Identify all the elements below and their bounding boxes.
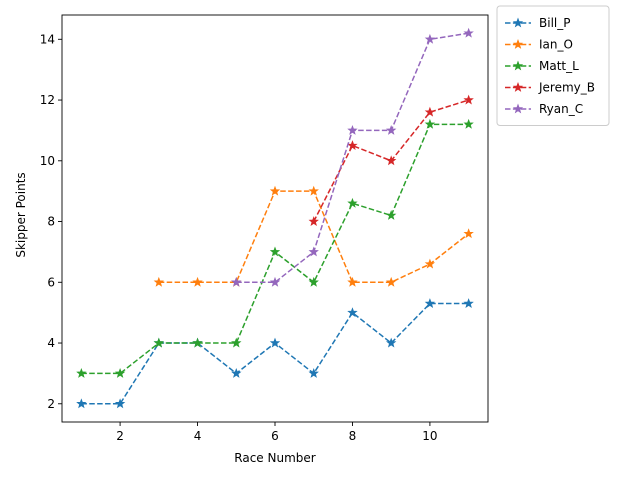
legend-label-Bill_P: Bill_P xyxy=(539,16,570,30)
data-point-Bill_P-1 xyxy=(76,398,87,409)
legend-marker-Jeremy_B xyxy=(512,82,524,92)
data-point-Ryan_C-2 xyxy=(269,276,281,287)
data-point-Jeremy_B-3 xyxy=(385,155,397,166)
x-tick-label: 2 xyxy=(116,429,124,443)
legend-frame xyxy=(496,5,610,126)
series-line-Ian_O xyxy=(158,190,470,284)
legend-label-Jeremy_B: Jeremy_B xyxy=(538,81,595,95)
data-point-Bill_P-8 xyxy=(347,307,358,318)
data-point-Bill_P-10 xyxy=(424,298,436,308)
data-point-Matt_L-10 xyxy=(424,118,436,129)
data-point-Bill_P-5 xyxy=(231,367,242,378)
legend-marker-Ryan_C xyxy=(512,103,524,114)
y-tick-label: 6 xyxy=(47,275,55,289)
data-point-Ryan_C-3 xyxy=(308,246,319,257)
data-point-Ian_O-5 xyxy=(308,185,319,196)
plot-content xyxy=(76,27,474,409)
data-point-Matt_L-3 xyxy=(153,337,165,348)
data-point-Jeremy_B-4 xyxy=(424,106,436,117)
series-line-Ryan_C xyxy=(236,32,469,284)
data-point-Bill_P-6 xyxy=(269,337,281,348)
data-point-Bill_P-7 xyxy=(308,367,319,378)
x-tick-label: 8 xyxy=(349,429,357,443)
data-point-Ryan_C-4 xyxy=(347,124,358,135)
data-point-Matt_L-1 xyxy=(76,367,87,378)
data-point-Matt_L-2 xyxy=(114,367,126,378)
y-tick-label: 14 xyxy=(40,32,55,46)
y-tick-label: 4 xyxy=(47,336,55,350)
y-tick-label: 8 xyxy=(47,215,55,229)
data-point-Matt_L-5 xyxy=(231,337,242,348)
legend-marker-Bill_P xyxy=(512,17,524,28)
data-point-Ian_O-2 xyxy=(192,276,203,287)
data-point-Matt_L-9 xyxy=(385,210,397,220)
data-point-Bill_P-2 xyxy=(114,398,126,409)
data-point-Ryan_C-1 xyxy=(231,276,242,287)
y-axis-label: Skipper Points xyxy=(14,172,28,257)
legend-marker-Ian_O xyxy=(512,39,524,49)
y-tick-label: 2 xyxy=(47,397,55,411)
legend-marker-Matt_L xyxy=(512,60,524,71)
data-point-Ian_O-8 xyxy=(424,258,436,269)
data-point-Ryan_C-5 xyxy=(385,124,397,135)
data-point-Ian_O-4 xyxy=(269,185,281,196)
x-tick-label: 6 xyxy=(271,429,279,443)
data-point-Jeremy_B-2 xyxy=(347,140,358,151)
data-point-Matt_L-11 xyxy=(463,118,474,129)
x-tick-label: 4 xyxy=(194,429,202,443)
data-point-Ian_O-7 xyxy=(385,276,397,287)
x-axis-label: Race Number xyxy=(234,451,315,465)
data-point-Matt_L-4 xyxy=(192,337,203,348)
data-point-Bill_P-9 xyxy=(385,337,397,348)
data-point-Ian_O-6 xyxy=(347,276,358,287)
data-point-Ian_O-1 xyxy=(153,276,165,287)
plot-frame xyxy=(61,14,489,423)
data-point-Jeremy_B-5 xyxy=(463,94,474,105)
data-point-Matt_L-6 xyxy=(269,246,281,257)
data-point-Ian_O-9 xyxy=(463,228,474,239)
data-point-Ryan_C-6 xyxy=(424,33,436,44)
legend-label-Ian_O: Ian_O xyxy=(539,38,573,52)
data-point-Ryan_C-7 xyxy=(463,27,474,38)
axes: 2 4 6 8 10 2 4 6 8 10 12 14 xyxy=(40,14,489,443)
data-point-Matt_L-7 xyxy=(308,276,319,287)
data-point-Jeremy_B-1 xyxy=(308,216,319,226)
data-point-Bill_P-11 xyxy=(463,298,474,308)
data-point-Matt_L-8 xyxy=(347,197,358,208)
legend-label-Ryan_C: Ryan_C xyxy=(539,102,583,116)
legend: Bill_P Ian_O Matt_L Jeremy_B Ryan_C xyxy=(496,5,610,126)
x-tick-label: 10 xyxy=(422,429,437,443)
legend-label-Matt_L: Matt_L xyxy=(539,59,579,73)
y-tick-label: 12 xyxy=(40,93,55,107)
series-line-Bill_P xyxy=(81,302,469,405)
y-tick-label: 10 xyxy=(40,154,55,168)
